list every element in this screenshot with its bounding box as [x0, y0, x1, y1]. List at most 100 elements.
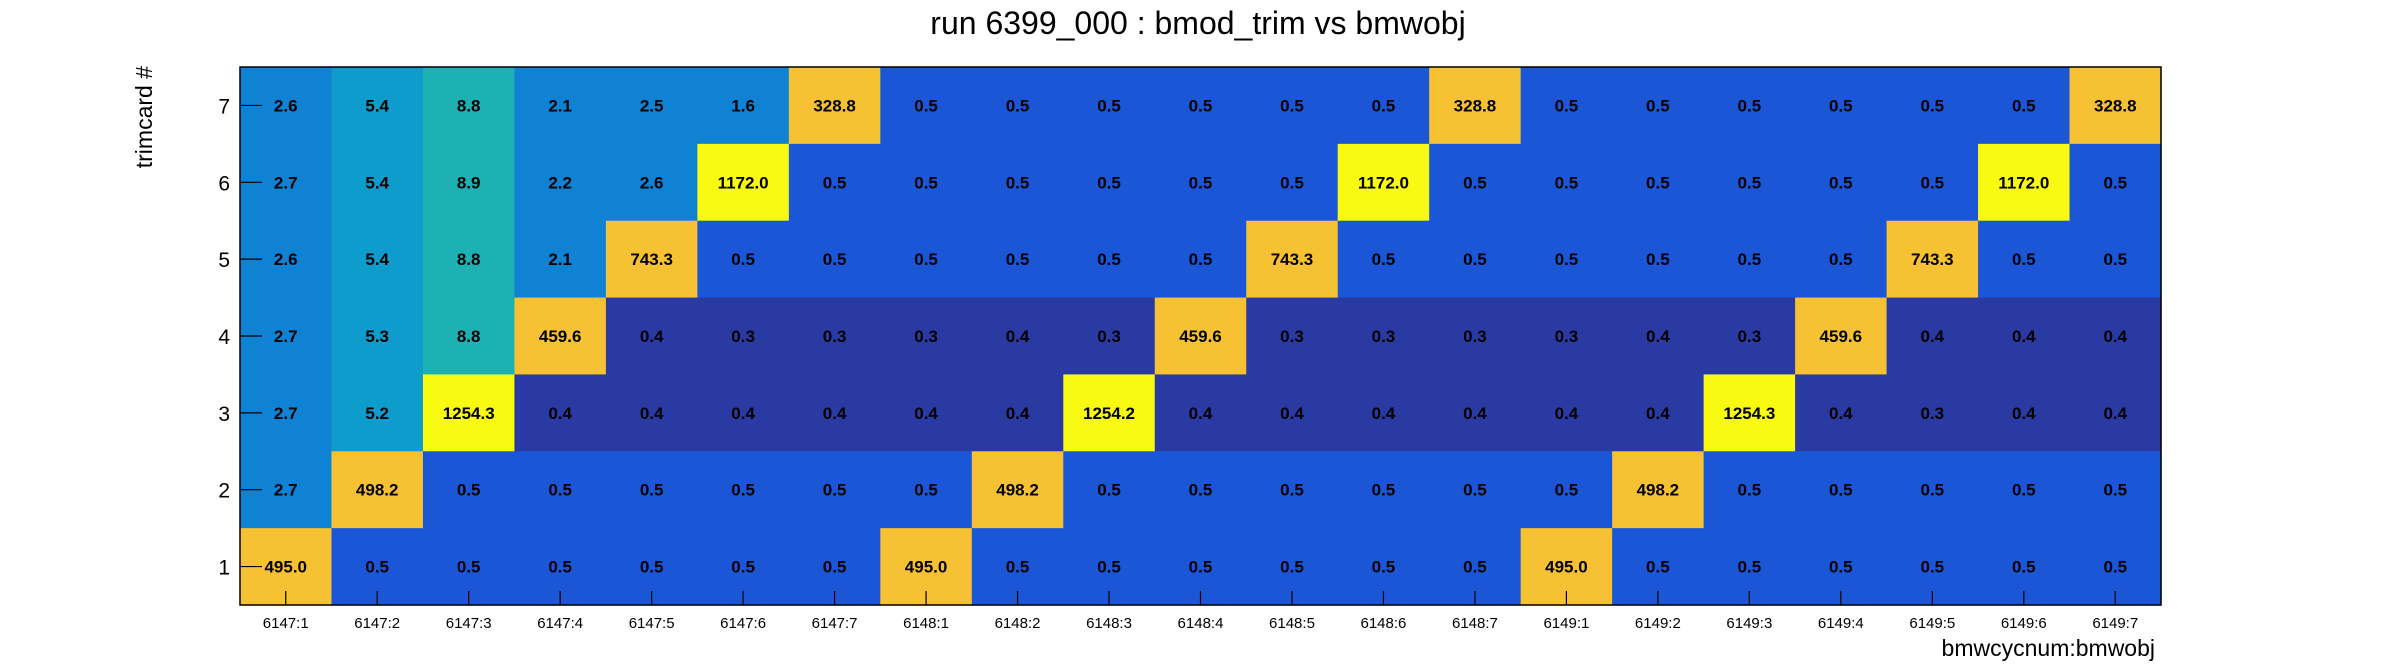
heatmap-cell: [514, 143, 607, 222]
cell-value-label: 0.4: [823, 404, 847, 423]
heatmap-cell: [880, 67, 973, 145]
heatmap-cell: [2069, 374, 2162, 452]
x-tick-label: 6147:5: [629, 615, 675, 632]
cell-value-label: 8.8: [457, 96, 481, 115]
heatmap-cell: [422, 297, 516, 376]
cell-value-label: 0.4: [2103, 327, 2127, 346]
heatmap-cell: [514, 67, 607, 145]
heatmap-cell: [331, 220, 424, 299]
cell-value-label: 0.5: [1463, 250, 1487, 269]
cell-value-label: 0.5: [457, 558, 481, 577]
heatmap-cell: [1337, 297, 1430, 376]
heatmap-cell: [971, 220, 1064, 299]
cell-value-label: 0.5: [1646, 173, 1670, 192]
heatmap-cell: [1886, 67, 1979, 145]
heatmap-cell: [697, 451, 790, 529]
cell-value-label: 2.6: [640, 173, 664, 192]
y-tick-label: 3: [218, 403, 230, 426]
cell-value-label: 0.5: [2012, 250, 2036, 269]
cell-value-label: 0.3: [1097, 327, 1121, 346]
heatmap-cell: [1886, 220, 1979, 299]
cell-value-label: 1254.3: [1723, 404, 1775, 423]
heatmap-cell: [697, 67, 790, 145]
cell-value-label: 0.3: [1372, 327, 1396, 346]
cell-value-label: 743.3: [630, 250, 673, 269]
cell-value-label: 5.4: [365, 173, 389, 192]
heatmap-cell: [1246, 220, 1339, 299]
cell-value-label: 0.5: [1920, 173, 1944, 192]
heatmap-cell: [1520, 143, 1613, 222]
heatmap-cell: [1429, 220, 1522, 299]
y-tick-label: 5: [218, 249, 230, 272]
heatmap-cell: [422, 374, 516, 452]
cell-value-label: 0.5: [1097, 250, 1121, 269]
heatmap-cell: [1795, 374, 1888, 452]
x-tick-label: 6147:7: [812, 615, 858, 632]
cell-value-label: 0.5: [823, 250, 847, 269]
cell-value-label: 0.4: [914, 404, 938, 423]
heatmap-cell: [788, 67, 881, 145]
cell-value-label: 2.7: [274, 327, 298, 346]
heatmap-cell: [605, 220, 698, 299]
heatmap-cell: [1703, 451, 1796, 529]
cell-value-label: 0.4: [548, 404, 572, 423]
cell-value-label: 0.5: [1829, 481, 1853, 500]
heatmap-cell: [788, 374, 881, 452]
cell-value-label: 0.5: [1829, 96, 1853, 115]
cell-value-label: 0.3: [1555, 327, 1579, 346]
cell-value-label: 8.9: [457, 173, 481, 192]
cell-value-label: 0.5: [1006, 558, 1030, 577]
heatmap-cell: [422, 220, 516, 299]
heatmap-cell: [1795, 220, 1888, 299]
heatmap-cell: [1795, 67, 1888, 145]
cell-value-label: 2.5: [640, 96, 664, 115]
x-tick-label: 6147:4: [537, 615, 583, 632]
cell-value-label: 0.5: [1920, 481, 1944, 500]
cell-value-label: 0.5: [1829, 173, 1853, 192]
cell-value-label: 0.5: [914, 481, 938, 500]
cell-value-label: 0.5: [1463, 173, 1487, 192]
x-tick-label: 6147:3: [446, 615, 492, 632]
cell-value-label: 2.1: [548, 96, 572, 115]
x-tick-label: 6148:2: [995, 615, 1041, 632]
heatmap-cell: [880, 297, 973, 376]
cell-value-label: 0.5: [1097, 173, 1121, 192]
cell-value-label: 0.5: [2103, 250, 2127, 269]
cell-value-label: 0.5: [1555, 173, 1579, 192]
cell-value-label: 0.5: [1372, 96, 1396, 115]
cell-value-label: 0.5: [640, 558, 664, 577]
cell-value-label: 0.5: [2012, 96, 2036, 115]
heatmap-cell: [1703, 143, 1796, 222]
cell-value-label: 498.2: [356, 481, 399, 500]
x-tick-label: 6148:4: [1178, 615, 1224, 632]
heatmap-cell: [1246, 67, 1339, 145]
cell-value-label: 0.5: [1463, 558, 1487, 577]
cell-value-label: 0.5: [914, 173, 938, 192]
cell-value-label: 328.8: [2094, 96, 2137, 115]
heatmap-cell: [1337, 374, 1430, 452]
cell-value-label: 0.4: [1006, 404, 1030, 423]
heatmap-cell: [1612, 67, 1705, 145]
heatmap-cell: [2069, 67, 2162, 145]
cell-value-label: 1172.0: [1358, 173, 1409, 192]
cell-value-label: 0.5: [1280, 481, 1304, 500]
heatmap-cell: [880, 451, 973, 529]
cell-value-label: 0.4: [1555, 404, 1579, 423]
cell-value-label: 0.5: [1097, 96, 1121, 115]
x-tick-label: 6149:2: [1635, 615, 1681, 632]
cell-value-label: 0.3: [731, 327, 755, 346]
cell-value-label: 0.5: [1738, 558, 1762, 577]
cell-value-label: 0.4: [2012, 327, 2036, 346]
heatmap-cell: [1978, 143, 2071, 222]
heatmap-cell: [1978, 451, 2071, 529]
heatmap-cell: [1978, 220, 2071, 299]
cell-value-label: 5.3: [365, 327, 389, 346]
heatmap-cell: [331, 374, 424, 452]
heatmap-cell: [422, 451, 516, 529]
heatmap-cell: [1520, 220, 1613, 299]
cell-value-label: 0.4: [640, 327, 664, 346]
heatmap-cell: [1703, 220, 1796, 299]
heatmap-cell: [788, 143, 881, 222]
cell-value-label: 743.3: [1911, 250, 1954, 269]
x-tick-label: 6148:3: [1086, 615, 1132, 632]
